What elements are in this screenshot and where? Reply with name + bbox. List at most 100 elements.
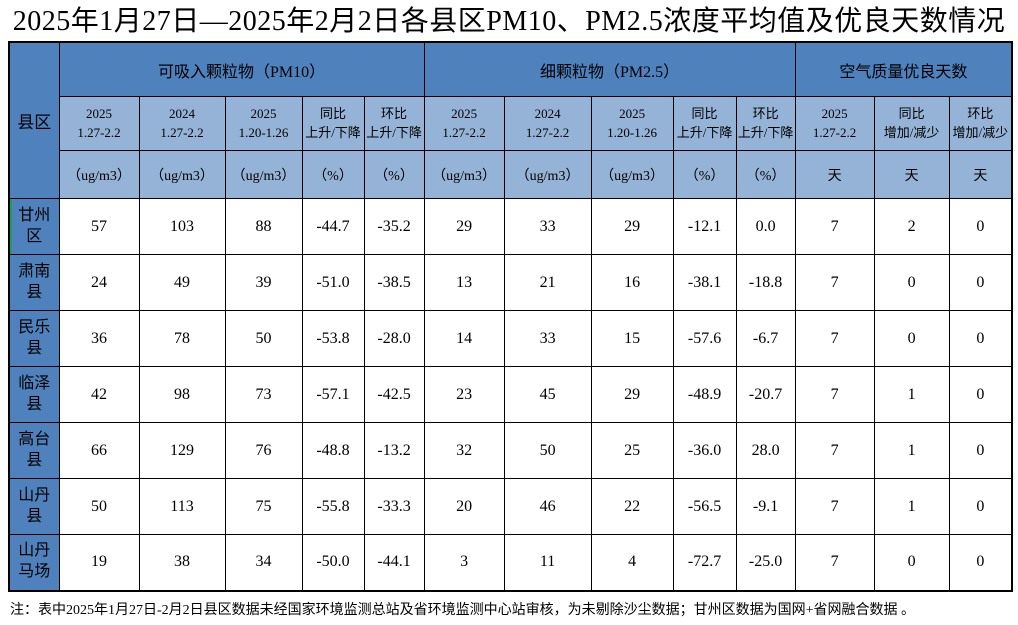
col-header: 2024 1.27-2.2 (503, 96, 592, 151)
unit-cell: （ug/m3） (138, 150, 226, 199)
table-row: 高台县 66 129 76 -48.8 -13.2 32 50 25 -36.0 28.0 7 1 0 (8, 422, 1013, 479)
value-cell: 15 (590, 310, 674, 367)
value-cell: 76 (224, 422, 303, 479)
county-label: 高台县 (8, 422, 60, 479)
value-cell: 7 (794, 198, 875, 255)
value-cell: 1 (873, 422, 950, 479)
value-cell: 7 (794, 310, 875, 367)
value-cell: -36.0 (672, 422, 737, 479)
value-cell: 7 (794, 478, 875, 535)
value-cell: -56.5 (672, 478, 737, 535)
value-cell: 2 (873, 198, 950, 255)
value-cell: 25 (590, 422, 674, 479)
unit-cell: （%） (672, 150, 737, 199)
unit-cell: （ug/m3） (423, 150, 505, 199)
value-cell: -35.2 (363, 198, 425, 255)
value-cell: 0 (948, 310, 1013, 367)
county-label: 山丹马场 (8, 534, 60, 591)
value-cell: 0 (948, 198, 1013, 255)
value-cell: 1 (873, 366, 950, 423)
value-cell: -44.1 (363, 534, 425, 591)
col-header: 环比 上升/下降 (735, 96, 796, 151)
value-cell: 3 (423, 534, 505, 591)
value-cell: 75 (224, 478, 303, 535)
value-cell: 20 (423, 478, 505, 535)
group-header-row: 县区 可吸入颗粒物（PM10） 细颗粒物（PM2.5） 空气质量优良天数 (8, 41, 1013, 199)
value-cell: 24 (58, 254, 140, 311)
value-cell: 129 (138, 422, 226, 479)
value-cell: -48.9 (672, 366, 737, 423)
unit-cell: （%） (363, 150, 425, 199)
value-cell: -13.2 (363, 422, 425, 479)
value-cell: 0 (948, 366, 1013, 423)
value-cell: 103 (138, 198, 226, 255)
value-cell: 29 (590, 198, 674, 255)
value-cell: 88 (224, 198, 303, 255)
county-label: 临泽县 (8, 366, 60, 423)
col-header: 同比 上升/下降 (301, 96, 365, 151)
value-cell: -12.1 (672, 198, 737, 255)
value-cell: 0 (873, 254, 950, 311)
value-cell: -50.0 (301, 534, 365, 591)
value-cell: 42 (58, 366, 140, 423)
value-cell: 1 (873, 478, 950, 535)
value-cell: 4 (590, 534, 674, 591)
value-cell: 0 (948, 254, 1013, 311)
value-cell: 7 (794, 422, 875, 479)
table-row: 山丹县 50 113 75 -55.8 -33.3 20 46 22 -56.5 -9.1 7 1 0 (8, 478, 1013, 535)
county-label: 民乐县 (8, 310, 60, 367)
county-label: 甘州区 (8, 198, 60, 255)
value-cell: -38.5 (363, 254, 425, 311)
value-cell: -42.5 (363, 366, 425, 423)
value-cell: 11 (503, 534, 592, 591)
unit-cell: 天 (873, 150, 950, 199)
table-row: 山丹马场 19 38 34 -50.0 -44.1 3 11 4 -72.7 -25.0 7 0 0 (8, 534, 1013, 591)
value-cell: 98 (138, 366, 226, 423)
value-cell: 33 (503, 310, 592, 367)
table-row: 临泽县 42 98 73 -57.1 -42.5 23 45 29 -48.9 -20.7 7 1 0 (8, 366, 1013, 423)
value-cell: 7 (794, 534, 875, 591)
value-cell: -33.3 (363, 478, 425, 535)
value-cell: 32 (423, 422, 505, 479)
value-cell: -9.1 (735, 478, 796, 535)
unit-cell: 天 (794, 150, 875, 199)
value-cell: 13 (423, 254, 505, 311)
value-cell: -38.1 (672, 254, 737, 311)
page-title: 2025年1月27日—2025年2月2日各县区PM10、PM2.5浓度平均值及优… (12, 6, 1006, 37)
unit-cell: （%） (301, 150, 365, 199)
col-header: 环比 上升/下降 (363, 96, 425, 151)
value-cell: 0 (873, 310, 950, 367)
county-label: 肃南县 (8, 254, 60, 311)
value-cell: 36 (58, 310, 140, 367)
unit-cell: （%） (735, 150, 796, 199)
value-cell: 0 (948, 478, 1013, 535)
value-cell: -51.0 (301, 254, 365, 311)
value-cell: 66 (58, 422, 140, 479)
value-cell: 50 (58, 478, 140, 535)
col-header: 2025 1.20-1.26 (590, 96, 674, 151)
value-cell: -18.8 (735, 254, 796, 311)
value-cell: 29 (423, 198, 505, 255)
unit-cell: （ug/m3） (590, 150, 674, 199)
value-cell: 29 (590, 366, 674, 423)
corner-header-county: 县区 (8, 41, 60, 199)
value-cell: -57.1 (301, 366, 365, 423)
value-cell: 21 (503, 254, 592, 311)
value-cell: 34 (224, 534, 303, 591)
value-cell: 38 (138, 534, 226, 591)
value-cell: 0 (873, 534, 950, 591)
value-cell: 50 (224, 310, 303, 367)
value-cell: 7 (794, 366, 875, 423)
value-cell: 33 (503, 198, 592, 255)
value-cell: -53.8 (301, 310, 365, 367)
group-header-pm25: 细颗粒物（PM2.5） (423, 41, 796, 97)
unit-cell: （ug/m3） (58, 150, 140, 199)
units-row: （ug/m3） （ug/m3） （ug/m3） （%） （%） （ug/m3） … (9, 150, 1013, 199)
unit-cell: （ug/m3） (503, 150, 592, 199)
value-cell: -72.7 (672, 534, 737, 591)
col-header: 2024 1.27-2.2 (138, 96, 226, 151)
value-cell: 0 (948, 534, 1013, 591)
table-body: 甘州区 57 103 88 -44.7 -35.2 29 33 29 -12.1 0.0 7 2 0 肃南县… (8, 198, 1013, 591)
table-row: 民乐县 36 78 50 -53.8 -28.0 14 33 15 -57.6 -6.7 7 0 0 (8, 310, 1013, 367)
value-cell: -6.7 (735, 310, 796, 367)
